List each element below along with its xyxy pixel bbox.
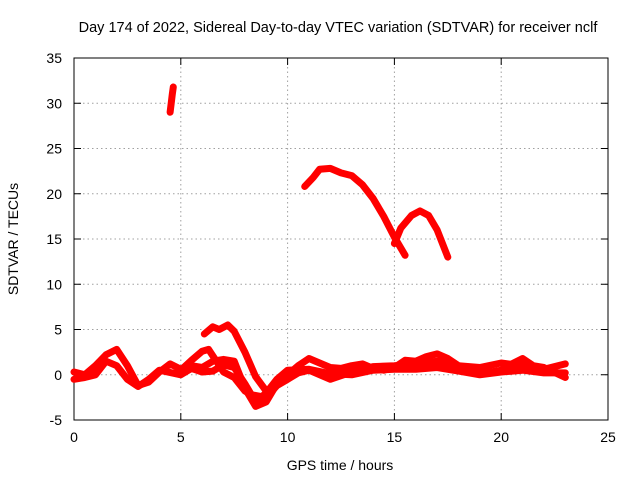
y-tick-label: 10 bbox=[46, 276, 62, 292]
x-axis-label: GPS time / hours bbox=[287, 457, 394, 473]
series-track-6 bbox=[70, 357, 569, 406]
x-tick-label: 20 bbox=[493, 429, 509, 445]
x-tick-label: 15 bbox=[387, 429, 403, 445]
series-track-7 bbox=[177, 345, 569, 401]
series-track-4 bbox=[200, 321, 270, 395]
axis-ticks: 0 5 10 15 20 25 -5 0 5 10 15 20 25 30 35 bbox=[46, 50, 616, 445]
series-group bbox=[70, 83, 569, 410]
y-tick-label: 15 bbox=[46, 231, 62, 247]
y-tick-label: 30 bbox=[46, 95, 62, 111]
series-track-3 bbox=[390, 207, 452, 261]
y-tick-label: 20 bbox=[46, 186, 62, 202]
chart-title: Day 174 of 2022, Sidereal Day-to-day VTE… bbox=[79, 20, 599, 36]
y-axis-label: SDTVAR / TECUs bbox=[5, 183, 21, 295]
series-track-1 bbox=[166, 83, 177, 116]
x-tick-label: 0 bbox=[70, 429, 78, 445]
y-tick-label: 5 bbox=[54, 322, 62, 338]
x-tick-label: 10 bbox=[280, 429, 296, 445]
y-tick-label: 25 bbox=[46, 141, 62, 157]
x-tick-label: 5 bbox=[177, 429, 185, 445]
y-tick-label: -5 bbox=[50, 412, 63, 428]
y-tick-label: 35 bbox=[46, 50, 62, 66]
x-tick-label: 25 bbox=[600, 429, 616, 445]
y-tick-label: 0 bbox=[54, 367, 62, 383]
series-track-2 bbox=[301, 164, 409, 259]
